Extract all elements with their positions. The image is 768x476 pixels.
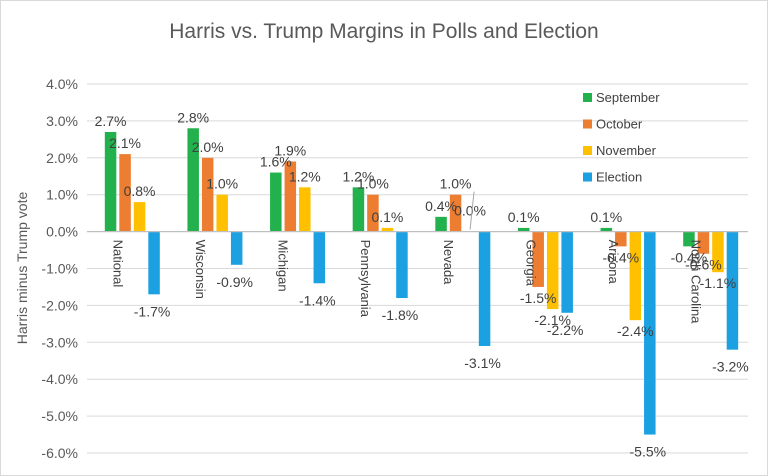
legend-swatch-election (583, 172, 592, 182)
y-tick-label: 3.0% (46, 113, 78, 129)
data-label-nevada-september: 0.4% (425, 198, 457, 214)
bar-north-carolina-november (712, 231, 724, 273)
data-label-nevada-october: 1.0% (440, 176, 472, 192)
data-label-wisconsin-october: 2.0% (192, 139, 224, 155)
category-label-arizona: Arizona (606, 240, 621, 285)
data-label-north-carolina-september: -0.4% (671, 249, 708, 265)
y-axis-ticks: 4.0% 3.0% 2.0% 1.0% 0.0% -1.0% -2.0% -3.0% -4.0%… (41, 76, 78, 461)
bar-pennsylvania-election (396, 231, 408, 299)
category-label-north-carolina: North Carolina (689, 240, 704, 325)
bar-national-november (133, 202, 146, 232)
bar-arizona-election (644, 231, 656, 435)
data-label-north-carolina-october: -0.6% (685, 257, 722, 273)
chart-title: Harris vs. Trump Margins in Polls and El… (169, 20, 599, 43)
y-tick-label: 1.0% (46, 187, 78, 203)
leader-line (469, 191, 475, 230)
legend-swatch-november (583, 146, 592, 155)
bar-georgia-october (532, 231, 544, 287)
y-tick-label: -5.0% (41, 408, 78, 424)
y-axis-label: Harris minus Trump vote (14, 192, 30, 345)
y-tick-label: 0.0% (46, 224, 78, 240)
data-labels: 2.7%2.1%0.8%-1.7%2.8%2.0%1.0%-0.9%1.6%1.… (95, 109, 749, 459)
bar-arizona-october (615, 231, 627, 247)
data-label-national-september: 2.7% (95, 113, 127, 129)
category-label-nevada: Nevada (441, 240, 456, 286)
bar-georgia-november (546, 231, 559, 310)
data-label-pennsylvania-election: -1.8% (382, 307, 419, 323)
data-label-pennsylvania-november: 0.1% (371, 209, 403, 225)
data-label-wisconsin-november: 1.0% (206, 176, 238, 192)
legend-swatch-october (583, 119, 592, 129)
category-label-wisconsin: Wisconsin (193, 240, 208, 299)
bar-arizona-september (600, 227, 613, 232)
bar-michigan-november (299, 187, 311, 232)
bar-national-october (119, 154, 131, 232)
data-label-north-carolina-election: -3.2% (712, 359, 749, 375)
data-label-arizona-election: -5.5% (630, 444, 667, 460)
bar-nevada-september (435, 216, 447, 232)
data-label-nevada-november: 0.0% (454, 203, 486, 219)
y-tick-label: -3.0% (41, 334, 78, 350)
bars (104, 128, 739, 435)
data-label-pennsylvania-october: 1.0% (357, 176, 389, 192)
legend-label-election: Election (596, 170, 642, 185)
data-label-michigan-election: -1.4% (299, 292, 336, 308)
y-tick-label: -6.0% (41, 445, 78, 461)
data-label-arizona-november: -2.4% (617, 323, 654, 339)
data-label-pennsylvania-september: 1.2% (342, 168, 374, 184)
data-label-arizona-september: 0.1% (590, 209, 622, 225)
data-label-michigan-september: 1.6% (260, 154, 292, 170)
data-label-georgia-november: -2.1% (534, 312, 571, 328)
bar-wisconsin-election (230, 231, 243, 265)
category-label-national: National (110, 240, 125, 288)
bar-wisconsin-september (187, 128, 199, 232)
category-label-pennsylvania: Pennsylvania (358, 240, 373, 318)
y-tick-label: 2.0% (46, 150, 78, 166)
legend-swatch-september (583, 93, 592, 102)
category-labels: National Wisconsin Michigan Pennsylvania Nev… (110, 240, 703, 325)
data-label-wisconsin-september: 2.8% (177, 109, 209, 125)
y-tick-label: -2.0% (41, 297, 78, 313)
data-label-nevada-election: -3.1% (464, 355, 501, 371)
data-label-georgia-october: -1.5% (520, 290, 557, 306)
bar-north-carolina-september (683, 231, 695, 247)
data-label-national-november: 0.8% (124, 183, 156, 199)
bar-nevada-election (478, 231, 491, 346)
bar-georgia-september (517, 227, 530, 232)
data-label-georgia-september: 0.1% (508, 209, 540, 225)
data-label-michigan-october: 1.9% (274, 142, 306, 158)
data-label-michigan-november: 1.2% (289, 168, 321, 184)
category-label-michigan: Michigan (276, 240, 291, 292)
bar-wisconsin-november (216, 194, 228, 232)
bar-north-carolina-election (726, 231, 739, 350)
data-label-georgia-election: -2.2% (547, 322, 584, 338)
category-label-georgia: Georgia (523, 240, 538, 287)
bar-arizona-november (629, 231, 642, 321)
y-tick-label: -4.0% (41, 371, 78, 387)
bar-wisconsin-october (201, 157, 214, 232)
bar-pennsylvania-october (367, 194, 379, 232)
bar-michigan-october (284, 161, 297, 232)
y-tick-label: -1.0% (41, 261, 78, 277)
bar-national-election (148, 231, 160, 295)
legend-label-october: October (596, 117, 643, 132)
data-label-arizona-october: -0.4% (603, 249, 640, 265)
data-label-national-election: -1.7% (134, 303, 171, 319)
bar-north-carolina-october (697, 231, 710, 254)
bar-michigan-september (270, 172, 282, 232)
bar-georgia-election (561, 231, 573, 313)
data-label-national-october: 2.1% (109, 135, 141, 151)
legend-label-september: September (596, 90, 660, 105)
bar-nevada-october (449, 194, 462, 232)
bar-pennsylvania-november (381, 227, 394, 232)
bar-national-september (104, 131, 117, 232)
y-tick-label: 4.0% (46, 76, 78, 92)
data-label-north-carolina-november: -1.1% (700, 275, 737, 291)
data-label-wisconsin-election: -0.9% (216, 274, 253, 290)
legend: September October November Election (583, 90, 660, 185)
bar-michigan-election (313, 231, 326, 284)
bar-pennsylvania-september (352, 187, 365, 232)
legend-label-november: November (596, 143, 657, 158)
